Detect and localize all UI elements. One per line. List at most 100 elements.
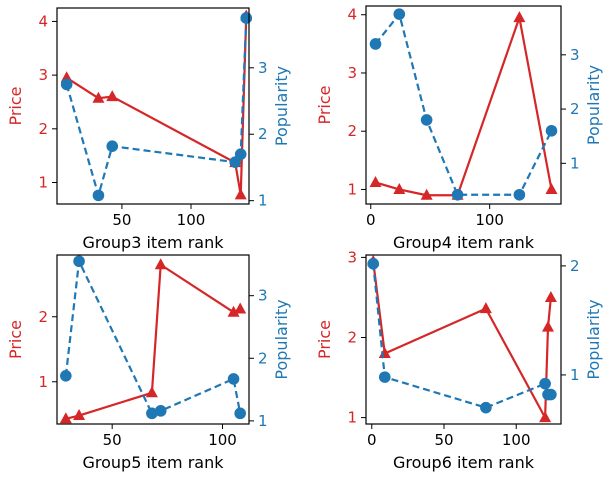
price-point xyxy=(154,258,167,270)
price-point xyxy=(513,11,526,23)
y-tick-label: 1 xyxy=(347,180,357,198)
y-tick-label: 3 xyxy=(38,66,48,84)
price-point xyxy=(539,411,552,423)
popularity-point xyxy=(420,114,433,126)
subplot-3: 50 100 1 2 1 2 3 Group5 item rank Price Popularit… xyxy=(6,254,291,472)
y2-tick-label: 2 xyxy=(570,100,580,118)
x-tick-label: 0 xyxy=(367,431,377,449)
price-point xyxy=(106,90,119,102)
y-tick-label: 4 xyxy=(347,6,357,24)
y2-tick-label: 2 xyxy=(258,125,268,143)
axes-frame xyxy=(56,254,250,425)
x-tick-label: 50 xyxy=(112,211,131,229)
y-tick-label: 1 xyxy=(38,174,48,192)
y2-tick-label: 3 xyxy=(570,46,580,64)
subplot-1: 50 100 1 2 3 4 1 2 3 Group3 item rank Price Popular… xyxy=(6,7,291,252)
axes-frame xyxy=(56,7,250,205)
x-tick-label: 0 xyxy=(366,211,376,229)
axes-frame xyxy=(365,5,562,205)
y-tick-label: 3 xyxy=(347,64,357,82)
price-point xyxy=(92,91,105,103)
price-point xyxy=(479,302,492,314)
y-tick-label: 2 xyxy=(38,120,48,138)
price-point xyxy=(234,188,247,200)
popularity-point xyxy=(92,189,105,202)
price-point xyxy=(369,175,382,187)
y2-tick-label: 1 xyxy=(258,192,268,210)
x-tick-label: 50 xyxy=(434,431,453,449)
y2-tick-label: 2 xyxy=(570,257,580,275)
y2-axis-label: Popularity xyxy=(584,299,603,379)
y2-axis-label: Popularity xyxy=(584,65,603,145)
price-point xyxy=(227,305,240,317)
price-point xyxy=(545,182,558,194)
price-point xyxy=(234,302,247,314)
popularity-point xyxy=(545,388,557,401)
popularity-point xyxy=(367,257,380,270)
price-point xyxy=(145,386,158,398)
y-tick-label: 1 xyxy=(347,409,357,427)
y2-tick-label: 3 xyxy=(258,287,268,305)
popularity-point xyxy=(106,140,119,152)
popularity-point xyxy=(545,124,558,137)
popularity-line-2 xyxy=(374,13,553,196)
y-tick-label: 2 xyxy=(347,328,357,346)
price-point xyxy=(59,412,72,424)
x-axis-label: Group5 item rank xyxy=(83,453,225,472)
x-tick-label: 100 xyxy=(475,211,504,229)
x-tick-label: 100 xyxy=(208,431,237,449)
y2-tick-label: 1 xyxy=(570,366,580,384)
popularity-point xyxy=(369,38,382,50)
price-line-4 xyxy=(372,261,552,419)
y2-axis-label: Popularity xyxy=(272,299,291,379)
price-point xyxy=(393,182,406,194)
popularity-point xyxy=(240,12,253,24)
popularity-point xyxy=(451,188,464,201)
popularity-point xyxy=(234,407,246,420)
subplot-2: 0 100 1 2 3 4 1 2 3 Group4 item rank Price Populari… xyxy=(315,5,603,252)
price-point xyxy=(542,320,554,332)
y-tick-label: 2 xyxy=(38,308,48,326)
popularity-point xyxy=(73,255,85,268)
price-line-1 xyxy=(66,16,248,196)
y-tick-label: 1 xyxy=(38,373,48,391)
x-tick-label: 50 xyxy=(103,431,122,449)
axes-frame xyxy=(365,254,562,425)
y-tick-label: 3 xyxy=(347,248,357,266)
popularity-line-4 xyxy=(372,263,551,409)
y2-axis-label: Popularity xyxy=(272,66,291,146)
y2-tick-label: 1 xyxy=(258,412,268,430)
popularity-point xyxy=(60,370,72,382)
x-axis-label: Group4 item rank xyxy=(393,233,535,252)
price-line-2 xyxy=(375,16,553,197)
price-point xyxy=(420,188,433,200)
y-axis-label: Price xyxy=(6,86,25,125)
popularity-point xyxy=(146,407,158,420)
y-axis-label: Price xyxy=(315,320,334,359)
y-axis-label: Price xyxy=(315,85,334,124)
popularity-point xyxy=(378,371,391,383)
popularity-point xyxy=(393,8,406,20)
x-axis-label: Group6 item rank xyxy=(393,453,535,472)
price-point xyxy=(73,409,86,421)
popularity-point xyxy=(480,401,492,414)
popularity-point xyxy=(154,405,167,417)
subplot-4: 0 50 100 1 2 3 1 2 Group6 item rank Price Populari… xyxy=(315,248,603,472)
popularity-point xyxy=(234,148,247,160)
x-tick-label: 100 xyxy=(177,211,206,229)
price-point xyxy=(544,290,557,302)
y-tick-label: 2 xyxy=(347,122,357,140)
x-axis-label: Group3 item rank xyxy=(83,233,225,252)
popularity-point xyxy=(60,78,73,91)
popularity-point xyxy=(513,188,526,201)
popularity-point xyxy=(539,377,551,390)
y-tick-label: 4 xyxy=(38,12,48,30)
y2-tick-label: 2 xyxy=(258,349,268,367)
y2-tick-label: 3 xyxy=(258,59,268,77)
popularity-point xyxy=(227,373,240,385)
x-tick-label: 100 xyxy=(502,431,531,449)
y-axis-label: Price xyxy=(6,320,25,359)
popularity-line-1 xyxy=(65,17,248,197)
y2-tick-label: 1 xyxy=(570,154,580,172)
